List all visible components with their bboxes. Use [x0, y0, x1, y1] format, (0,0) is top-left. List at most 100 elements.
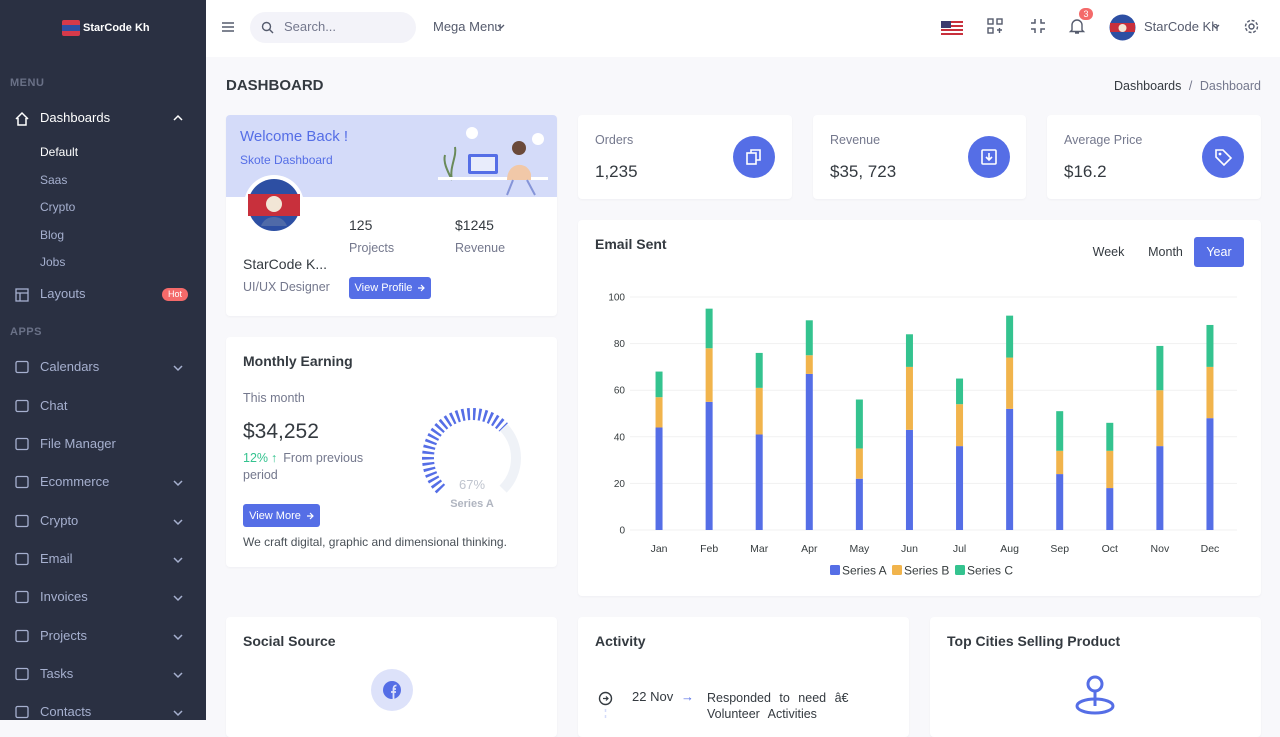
- chevron-shape: [173, 365, 183, 372]
- view-more-button[interactable]: View More: [243, 504, 320, 527]
- change-value: 12%: [243, 451, 269, 465]
- bar-segment: [1106, 488, 1114, 530]
- nav-item[interactable]: Tasks: [40, 666, 74, 681]
- nav-item[interactable]: Invoices: [40, 589, 88, 604]
- earning-change: 12% ↑ From previous period: [243, 450, 373, 484]
- menu-toggle[interactable]: [221, 20, 235, 34]
- arrow: [306, 512, 314, 519]
- icon-shape: [15, 399, 29, 413]
- icon: [15, 629, 29, 643]
- location-icon: [1075, 675, 1115, 715]
- x-tick-label: Jul: [953, 543, 966, 555]
- facebook-icon: [371, 669, 413, 711]
- bar-segment: [905, 366, 913, 430]
- period-label: This month: [243, 391, 305, 405]
- page: Dashboard { "brand": "StarCode Kh", "sid…: [0, 0, 1261, 721]
- avatar[interactable]: [1109, 14, 1136, 41]
- bar-segment: [655, 397, 663, 428]
- activity-card: [578, 617, 909, 737]
- x-tick-label: Sep: [1050, 543, 1069, 555]
- nav-item[interactable]: Chat: [40, 398, 68, 413]
- icon: [15, 514, 29, 528]
- icon-shape: [15, 360, 29, 374]
- flag[interactable]: [941, 21, 963, 35]
- search-box[interactable]: [250, 12, 416, 43]
- icon-shape: [15, 590, 29, 604]
- timeline-icon: [598, 691, 613, 720]
- chevron-shape: [173, 710, 183, 717]
- bar-segment: [1056, 474, 1064, 530]
- bar-segment: [755, 387, 763, 435]
- chevron-shape: [173, 519, 183, 526]
- bar-segment: [1056, 411, 1064, 451]
- nav-item[interactable]: Ecommerce: [40, 474, 110, 489]
- profile-role: UI/UX Designer: [243, 280, 330, 294]
- chart-card: [578, 220, 1261, 596]
- bar-segment: [855, 448, 863, 479]
- brand-logo: [62, 20, 80, 36]
- icon-shape: [15, 705, 29, 719]
- nav-subitem[interactable]: Default: [40, 145, 79, 159]
- nav-item[interactable]: Dashboards: [40, 110, 111, 125]
- bell-icon[interactable]: [1068, 17, 1086, 35]
- chevron: [173, 595, 183, 602]
- filter-button[interactable]: Year: [1194, 237, 1244, 267]
- filter-button[interactable]: Month: [1148, 245, 1183, 259]
- gauge: 67% Series A: [422, 408, 521, 510]
- nav-item[interactable]: File Manager: [40, 436, 116, 451]
- profile-avatar: [244, 175, 304, 235]
- bar-segment: [855, 478, 863, 530]
- icon-shape: [15, 667, 29, 681]
- up-arrow: ↑: [271, 451, 278, 465]
- card-title: Social Source: [243, 633, 336, 649]
- nav-item[interactable]: Crypto: [40, 513, 79, 528]
- chevron: [173, 365, 183, 372]
- search-placeholder: Search...: [284, 19, 337, 34]
- icon-shape: [15, 629, 29, 643]
- nav-item[interactable]: Email: [40, 551, 73, 566]
- nav-item[interactable]: Layouts: [40, 286, 86, 301]
- x-tick-label: Jan: [651, 543, 668, 555]
- apps-icon[interactable]: [987, 18, 1003, 34]
- chevron-shape: [173, 672, 183, 679]
- settings-icon[interactable]: [1243, 18, 1260, 35]
- user-name[interactable]: StarCode Kh: [1144, 19, 1219, 34]
- gauge-series: Series A: [450, 498, 494, 510]
- nav-item[interactable]: Projects: [40, 628, 87, 643]
- nav-subitem[interactable]: Blog: [40, 228, 65, 242]
- bar-segment: [1206, 324, 1214, 367]
- nav-item[interactable]: Calendars: [40, 359, 100, 374]
- bar-segment: [1106, 422, 1114, 451]
- nav-subitem[interactable]: Crypto: [40, 200, 76, 214]
- legend-swatch: [892, 565, 902, 575]
- nav-item[interactable]: Contacts: [40, 704, 92, 719]
- welcome-title: Welcome Back !: [240, 128, 349, 145]
- nav-subitem[interactable]: Jobs: [40, 255, 66, 269]
- bar-segment: [1156, 446, 1164, 530]
- view-profile-button[interactable]: View Profile: [349, 277, 431, 299]
- icon: [15, 667, 29, 681]
- arrow: →: [681, 689, 694, 704]
- bar-segment: [956, 404, 964, 447]
- stat-label: Revenue: [830, 133, 881, 147]
- mega-menu[interactable]: Mega Menu: [433, 19, 502, 34]
- bar-segment: [705, 348, 713, 402]
- chevron: [173, 519, 183, 526]
- x-tick-label: Aug: [1000, 543, 1019, 555]
- bar-segment: [805, 355, 813, 374]
- activity-date: 22 Nov: [632, 689, 674, 704]
- breadcrumb-item[interactable]: Dashboards: [1113, 79, 1182, 93]
- welcome-subtitle: Skote Dashboard: [240, 153, 333, 167]
- earning-note: We craft digital, graphic and dimensiona…: [243, 535, 507, 549]
- chart: 0 20 40 60 80 100 Jan Feb Mar Apr May Jun Jul Aug Sep O…: [608, 293, 1237, 578]
- stat-icon: [1202, 136, 1244, 178]
- bar-segment: [655, 427, 663, 530]
- chevron-shape: [173, 480, 183, 487]
- fullscreen-icon[interactable]: [1030, 18, 1046, 34]
- filter-button[interactable]: Week: [1092, 245, 1125, 259]
- bar-segment: [956, 446, 964, 530]
- breadcrumb: Dashboards / Dashboard: [1114, 78, 1261, 94]
- bar-segment: [855, 399, 863, 449]
- icon: [15, 590, 29, 604]
- nav-subitem[interactable]: Saas: [40, 173, 68, 187]
